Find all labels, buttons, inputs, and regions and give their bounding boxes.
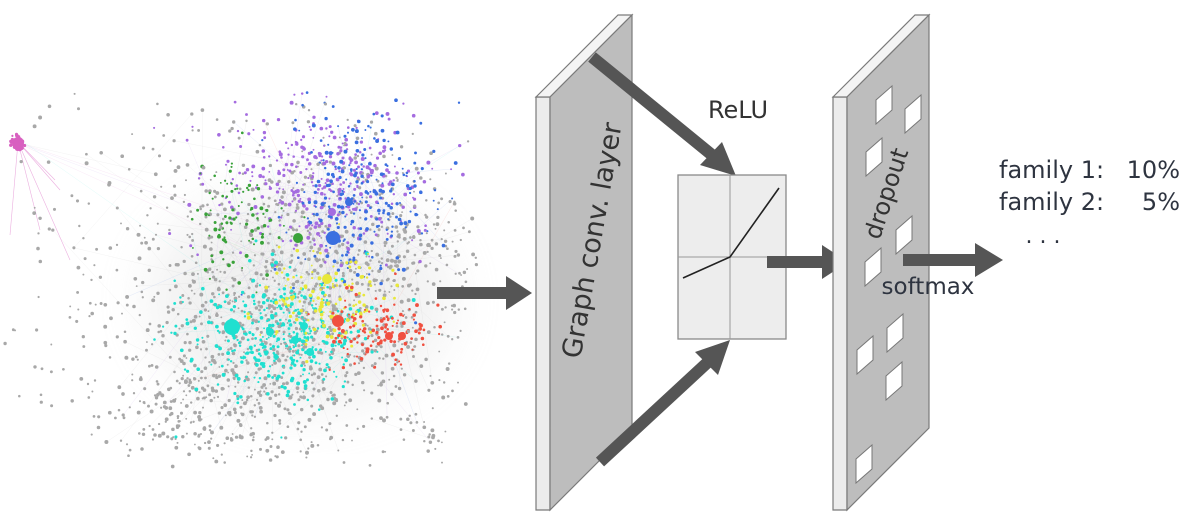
arrow-bottom-to-relu bbox=[595, 340, 730, 467]
dropout-hole bbox=[856, 334, 874, 376]
relu-curve bbox=[682, 187, 780, 279]
arrow-layer-to-relu bbox=[588, 52, 736, 176]
dropout-hole bbox=[875, 84, 893, 126]
dropout-hole bbox=[904, 93, 922, 135]
relu-label: ReLU bbox=[708, 96, 768, 124]
softmax-label: softmax bbox=[882, 274, 975, 300]
output-value-1: 10% bbox=[1127, 156, 1180, 184]
dropout-hole bbox=[864, 246, 882, 288]
output-name-1: family 1: bbox=[999, 156, 1104, 184]
output-ellipsis: . . . bbox=[1026, 224, 1061, 249]
output-probabilities: family 1: 10% family 2: 5% . . . bbox=[999, 156, 1180, 249]
output-value-2: 5% bbox=[1142, 188, 1180, 216]
dropout-hole bbox=[886, 312, 904, 354]
arrow-dropout-to-output bbox=[903, 243, 1003, 277]
dropout-hole bbox=[895, 214, 913, 256]
dropout-hole bbox=[865, 136, 883, 178]
input-network-graph bbox=[3, 91, 478, 469]
dropout-hole bbox=[885, 360, 903, 402]
dropout-panel: dropout bbox=[831, 13, 931, 512]
output-name-2: family 2: bbox=[999, 188, 1104, 216]
dropout-hole bbox=[855, 443, 873, 485]
graph-conv-layer-panel: Graph conv. layer bbox=[534, 13, 634, 512]
input-arrow bbox=[437, 276, 532, 310]
